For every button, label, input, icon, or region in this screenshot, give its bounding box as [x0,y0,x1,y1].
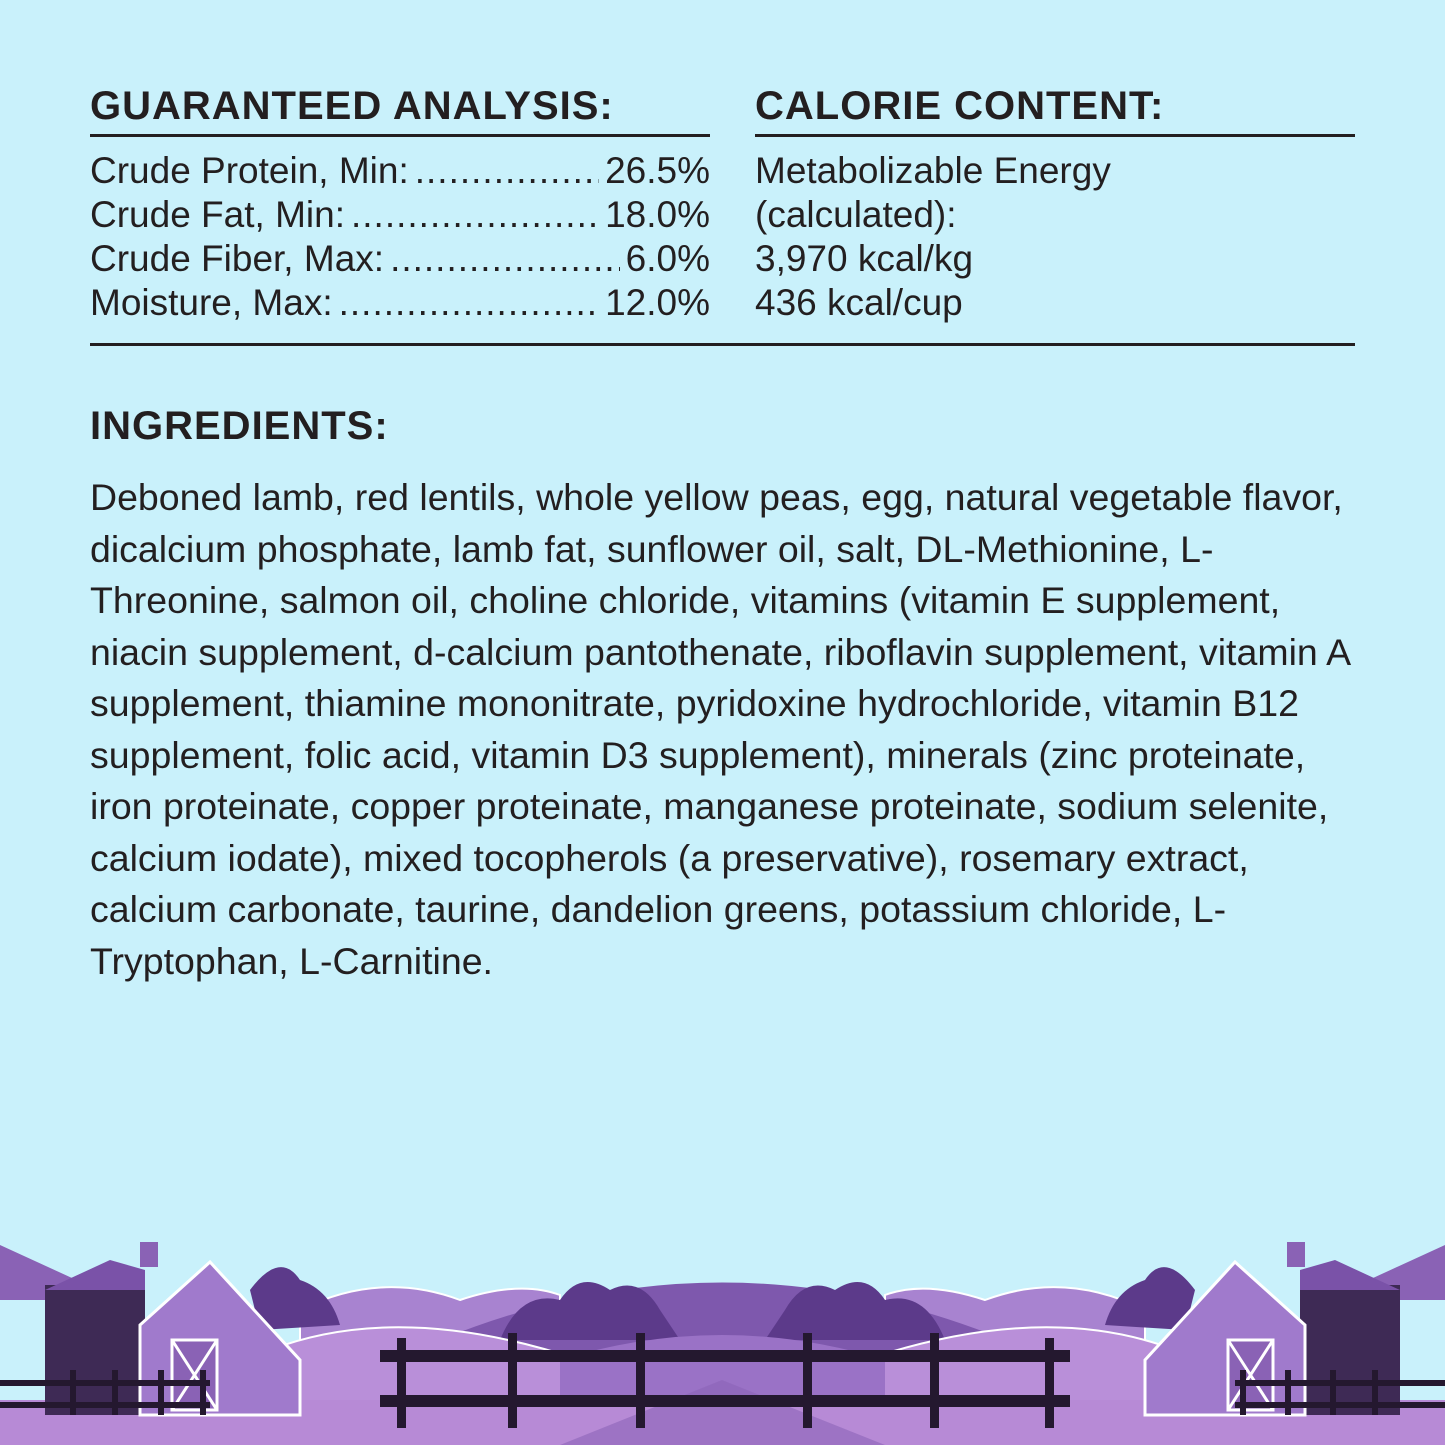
analysis-row: Crude Protein, Min: 26.5% [90,149,710,193]
barn-right [1143,1242,1400,1417]
guaranteed-analysis-title: GUARANTEED ANALYSIS: [90,82,710,137]
analysis-value: 18.0% [605,194,710,235]
dot-leader [415,149,599,193]
analysis-label: Crude Fiber, Max: [90,238,385,279]
fence [0,1333,1445,1428]
analysis-value: 12.0% [605,282,710,323]
trees [250,1267,1195,1340]
ingredients-title: INGREDIENTS: [90,404,389,448]
analysis-label: Crude Protein, Min: [90,150,409,191]
section-divider [90,343,1355,346]
dot-leader [339,281,599,325]
analysis-row: Crude Fat, Min: 18.0% [90,193,710,237]
analysis-value: 6.0% [625,238,710,279]
ingredients-text: Deboned lamb, red lentils, whole yellow … [90,476,1350,982]
calorie-line: (calculated): [755,194,957,235]
analysis-label: Crude Fat, Min: [90,194,345,235]
farm-illustration [0,1242,1445,1445]
guaranteed-analysis-section: GUARANTEED ANALYSIS: Crude Protein, Min:… [90,82,710,325]
calorie-content-section: CALORIE CONTENT: Metabolizable Energy (c… [755,82,1355,325]
analysis-row: Crude Fiber, Max: 6.0% [90,237,710,281]
dot-leader [390,237,620,281]
calorie-line: 436 kcal/cup [755,282,963,323]
analysis-label: Moisture, Max: [90,282,333,323]
ingredients-section: INGREDIENTS: Deboned lamb, red lentils, … [90,402,1365,987]
calorie-line: 3,970 kcal/kg [755,238,974,279]
calorie-line: Metabolizable Energy [755,150,1111,191]
dot-leader [351,193,599,237]
barn-left [45,1242,302,1417]
analysis-value: 26.5% [605,150,710,191]
calorie-content-title: CALORIE CONTENT: [755,82,1355,137]
analysis-row: Moisture, Max: 12.0% [90,281,710,325]
